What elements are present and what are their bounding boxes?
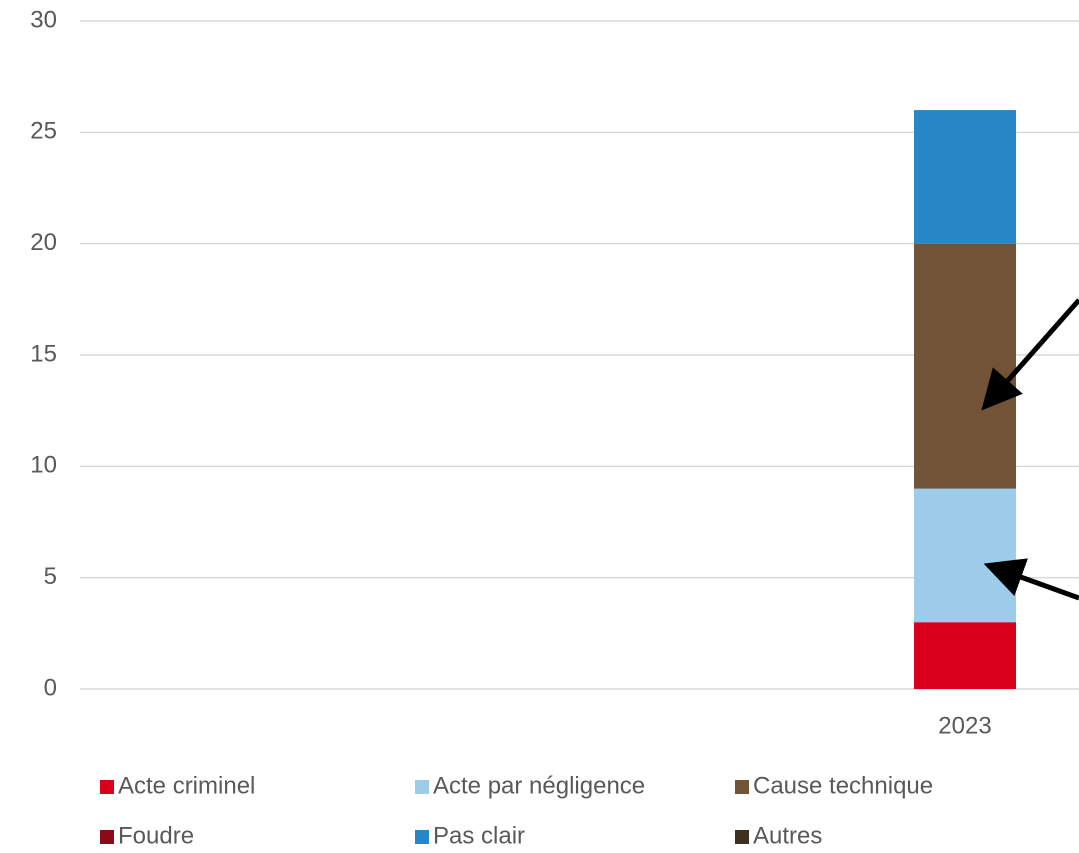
bar-segment — [914, 488, 1016, 623]
bar-segment — [914, 622, 1016, 689]
arrow — [981, 298, 1079, 411]
x-tick-label: 2023 — [938, 712, 991, 739]
legend-label: Acte criminel — [118, 772, 255, 799]
legend-swatch — [415, 830, 429, 844]
legend-label: Pas clair — [433, 822, 525, 849]
bar-segment — [914, 243, 1016, 489]
y-tick-label: 15 — [30, 340, 57, 367]
legend-swatch — [735, 780, 749, 794]
y-tick-label: 20 — [30, 229, 57, 256]
bar-segment — [914, 110, 1016, 244]
y-tick-label: 25 — [30, 118, 57, 145]
y-tick-label: 0 — [44, 674, 57, 701]
y-tick-label: 30 — [30, 6, 57, 33]
legend-swatch — [415, 780, 429, 794]
legend-swatch — [100, 830, 114, 844]
y-tick-label: 10 — [30, 452, 57, 479]
legend-swatch — [735, 830, 749, 844]
legend-label: Autres — [753, 822, 822, 849]
legend-label: Foudre — [118, 822, 194, 849]
arrow — [983, 558, 1079, 601]
legend-swatch — [100, 780, 114, 794]
y-tick-label: 5 — [44, 563, 57, 590]
legend-label: Acte par négligence — [433, 772, 645, 799]
legend-label: Cause technique — [753, 772, 933, 799]
